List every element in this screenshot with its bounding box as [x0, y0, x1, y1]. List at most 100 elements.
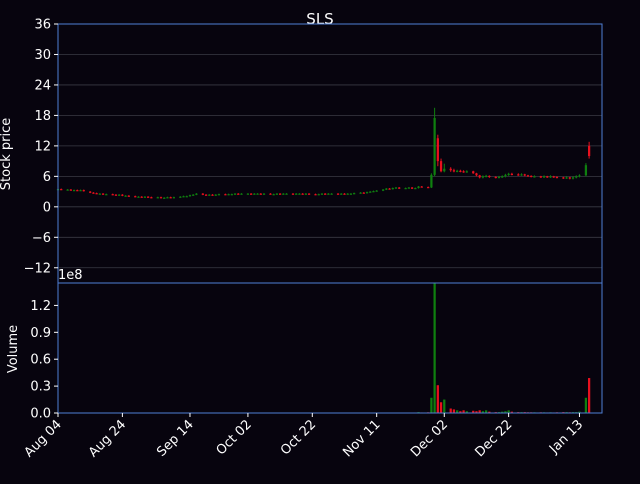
candle-body — [494, 176, 497, 179]
candle-body — [433, 117, 436, 175]
volume-bar — [507, 410, 510, 413]
candle-body — [465, 171, 468, 173]
candle-body — [195, 193, 198, 195]
price-candles — [56, 107, 591, 199]
x-axis: Aug 04 Aug 24 Sep 14 Oct 02 Oct 22 Nov 11 Dec … — [22, 413, 586, 460]
volume-bar — [449, 408, 452, 413]
candle-body — [404, 188, 407, 190]
candle-body — [253, 193, 256, 195]
volume-bar — [436, 385, 439, 413]
candle-body — [587, 145, 591, 157]
candle-body — [362, 192, 365, 194]
candle-body — [98, 193, 101, 195]
candle-body — [359, 192, 362, 194]
candle-body — [330, 193, 333, 195]
candle-body — [443, 168, 446, 172]
volume-offset-label: 1e8 — [58, 268, 83, 283]
candle-body — [501, 176, 504, 178]
price-y-label: Stock price — [0, 118, 14, 190]
candle-body — [472, 171, 475, 174]
candle-body — [211, 194, 214, 196]
candle-body — [343, 193, 346, 195]
volume-bar — [462, 410, 465, 413]
candle-body — [398, 187, 401, 189]
candle-body — [369, 191, 372, 193]
volume-panel-frame — [57, 282, 603, 414]
volume-bar — [439, 402, 443, 413]
price-y-tick-label: 0 — [43, 200, 51, 215]
candle-body — [346, 193, 349, 195]
volume-bar — [481, 411, 485, 413]
candle-body — [542, 176, 546, 178]
candle-body — [407, 187, 410, 189]
candle-body — [250, 193, 253, 195]
candle-body — [121, 194, 124, 196]
candle-body — [227, 194, 230, 196]
candle-body — [427, 187, 430, 189]
candle-body — [204, 194, 208, 196]
candle-body — [147, 196, 150, 198]
candle-body — [282, 193, 285, 195]
candle-body — [179, 196, 182, 198]
candle-body — [381, 189, 385, 191]
candle-body — [72, 190, 76, 192]
candle-body — [298, 193, 301, 195]
candle-body — [340, 193, 343, 195]
candle-body — [449, 168, 452, 171]
candle-body — [372, 191, 375, 193]
candle-body — [562, 177, 565, 179]
price-y-tick-label: −6 — [32, 231, 51, 246]
candle-body — [307, 193, 311, 195]
candle-body — [497, 176, 501, 179]
candle-body — [365, 192, 369, 194]
candle-body — [156, 197, 159, 199]
candle-body — [101, 193, 105, 195]
x-tick-label: Aug 24 — [86, 417, 129, 460]
candle-body — [137, 196, 140, 198]
volume-bar — [504, 411, 507, 413]
candle-body — [481, 176, 485, 178]
candle-body — [79, 190, 82, 192]
candle-body — [565, 177, 568, 179]
candle-body — [259, 193, 262, 195]
candle-body — [172, 197, 176, 199]
candle-body — [240, 193, 243, 195]
candle-body — [462, 171, 465, 173]
candle-body — [436, 138, 439, 162]
volume-y-tick-label: 0.9 — [30, 326, 51, 341]
candle-body — [439, 161, 443, 172]
volume-bar — [584, 397, 588, 413]
candle-body — [143, 196, 147, 198]
candle-body — [262, 193, 266, 195]
candle-body — [324, 193, 327, 195]
candle-body — [391, 188, 394, 190]
candle-body — [568, 177, 571, 179]
candle-body — [201, 193, 204, 195]
volume-bar — [443, 399, 446, 413]
volume-bar — [475, 411, 478, 413]
candle-body — [478, 175, 481, 178]
candle-body — [539, 176, 542, 178]
candle-body — [192, 194, 195, 196]
candle-body — [317, 194, 320, 196]
candle-body — [269, 193, 272, 195]
candle-body — [82, 190, 85, 192]
candle-body — [533, 176, 536, 178]
volume-bars — [56, 283, 591, 414]
candle-body — [169, 197, 172, 199]
price-y-tick-label: 12 — [34, 139, 51, 154]
x-tick-label: Jan 13 — [546, 417, 586, 457]
price-grid — [58, 23, 602, 269]
volume-bar — [452, 409, 456, 413]
candle-body — [336, 193, 340, 195]
x-tick-label: Oct 02 — [214, 417, 255, 458]
candle-body — [555, 176, 559, 179]
x-tick-label: Nov 11 — [340, 417, 383, 460]
candle-body — [430, 174, 433, 188]
volume-bar — [484, 410, 488, 413]
candle-body — [291, 193, 295, 195]
candle-body — [76, 190, 79, 192]
candle-body — [233, 193, 237, 195]
